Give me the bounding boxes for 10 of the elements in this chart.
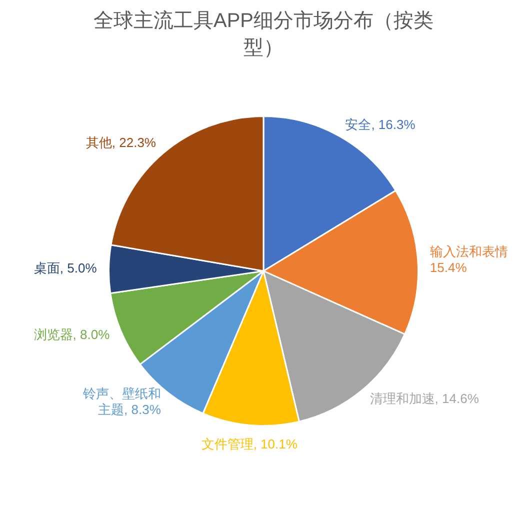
chart-title: 全球主流工具APP细分市场分布（按类型） bbox=[92, 9, 435, 61]
slice-label: 文件管理, 10.1% bbox=[201, 436, 298, 452]
slice-label: 浏览器, 8.0% bbox=[34, 326, 110, 342]
slice-label: 桌面, 5.0% bbox=[34, 260, 98, 276]
data-label: 15.4% bbox=[430, 260, 468, 276]
slice-label: 其他, 22.3% bbox=[86, 135, 156, 150]
slice-label: 安全, 16.3% bbox=[345, 117, 416, 132]
slice-label: 清理和加速, 14.6% bbox=[370, 391, 480, 406]
slice-label: 铃声、壁纸和主题, 8.3% bbox=[82, 386, 162, 418]
slice-label: 输入法和表情 bbox=[430, 244, 508, 260]
